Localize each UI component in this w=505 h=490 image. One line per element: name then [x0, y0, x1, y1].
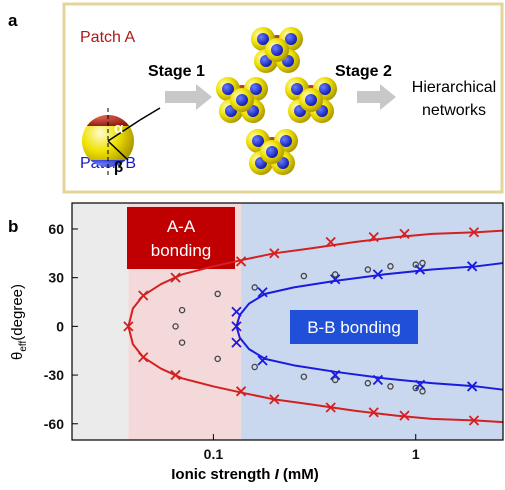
cross-marker [257, 355, 268, 366]
annotation-text: A-A [167, 217, 196, 236]
x-axis-label-symbol: I [275, 466, 280, 483]
cross-marker [170, 369, 181, 381]
cross-marker [330, 274, 341, 285]
shaded-region [72, 203, 129, 440]
annotation-box [127, 207, 235, 269]
cross-marker [368, 407, 379, 418]
circle-marker [214, 290, 221, 298]
circle-marker [412, 384, 419, 392]
arrow [357, 84, 396, 110]
plot-area: A-A bonding B-B bonding -60 -30 0 30 60 0.1 1 [44, 202, 504, 462]
circle-marker [178, 306, 186, 314]
cross-marker [123, 321, 134, 332]
cross-marker [170, 272, 181, 283]
annotation-text: B-B bonding [307, 318, 401, 337]
cross-marker [257, 287, 268, 298]
y-axis-label-subscript: eff [18, 340, 29, 351]
y-tick-label: 30 [48, 270, 64, 286]
x-tick-label: 1 [412, 446, 420, 462]
circle-marker [387, 383, 394, 390]
circle-marker [172, 323, 179, 330]
circle-marker [178, 339, 186, 346]
patchy-particle [82, 107, 161, 176]
circle-marker [364, 266, 372, 273]
circle-marker [412, 261, 419, 268]
result-label: networks [422, 102, 486, 119]
y-tick-label: 0 [56, 318, 64, 334]
circle-marker [300, 272, 308, 280]
y-axis-label-unit: (degree) [9, 284, 26, 341]
plot-frame [71, 202, 504, 441]
result-label: Hierarchical [412, 79, 496, 96]
circle-marker [387, 263, 394, 270]
cross-marker [372, 374, 384, 386]
y-axis-label: θeff(degree) [9, 284, 29, 360]
x-axis-label-text: Ionic strength [171, 466, 270, 483]
panel-label: a [8, 11, 18, 30]
cross-marker [466, 261, 478, 272]
y-axis-label-symbol: θ [9, 352, 26, 360]
cross-marker [235, 256, 247, 267]
cross-marker [235, 386, 247, 397]
cross-marker [468, 227, 480, 238]
cross-marker [368, 231, 379, 243]
beta-label: β [114, 159, 123, 176]
cross-marker [269, 248, 280, 259]
circle-marker [364, 379, 372, 387]
x-axis-label: Ionic strength I (mM) [171, 466, 319, 483]
cross-marker [399, 410, 410, 421]
x-tick-label: 0.1 [204, 446, 224, 462]
cross-marker [231, 306, 242, 317]
patch-a-label: Patch A [80, 29, 135, 46]
circle-marker [331, 271, 339, 278]
circle-marker [331, 376, 339, 384]
panel-label: b [8, 217, 18, 236]
y-tick-label: -30 [44, 367, 64, 383]
cross-marker [231, 321, 242, 332]
circle-marker [251, 363, 258, 371]
cross-marker [325, 402, 336, 413]
cross-marker [372, 269, 384, 280]
x-axis-label-unit: (mM) [283, 466, 319, 483]
cross-marker [269, 394, 280, 405]
circle-marker [419, 388, 426, 395]
cross-marker [138, 290, 149, 301]
cross-marker [231, 337, 242, 348]
circle-marker [419, 259, 426, 267]
circle-marker [251, 284, 258, 291]
cross-marker [414, 379, 426, 390]
circle-marker [300, 373, 308, 380]
cross-marker [399, 228, 410, 239]
annotation-box [290, 310, 418, 344]
cross-marker [330, 369, 341, 381]
y-tick-label: 60 [48, 221, 64, 237]
cross-marker [466, 381, 478, 392]
cross-marker [138, 352, 149, 363]
alpha-label: α [114, 120, 124, 137]
stage-2-label: Stage 2 [335, 63, 392, 80]
cross-marker [468, 415, 480, 426]
annotation-text: bonding [151, 241, 212, 260]
cross-marker [325, 236, 336, 248]
arrow [165, 84, 212, 110]
circle-marker [214, 355, 221, 363]
stage-1-label: Stage 1 [148, 63, 205, 80]
y-tick-label: -60 [44, 416, 64, 432]
